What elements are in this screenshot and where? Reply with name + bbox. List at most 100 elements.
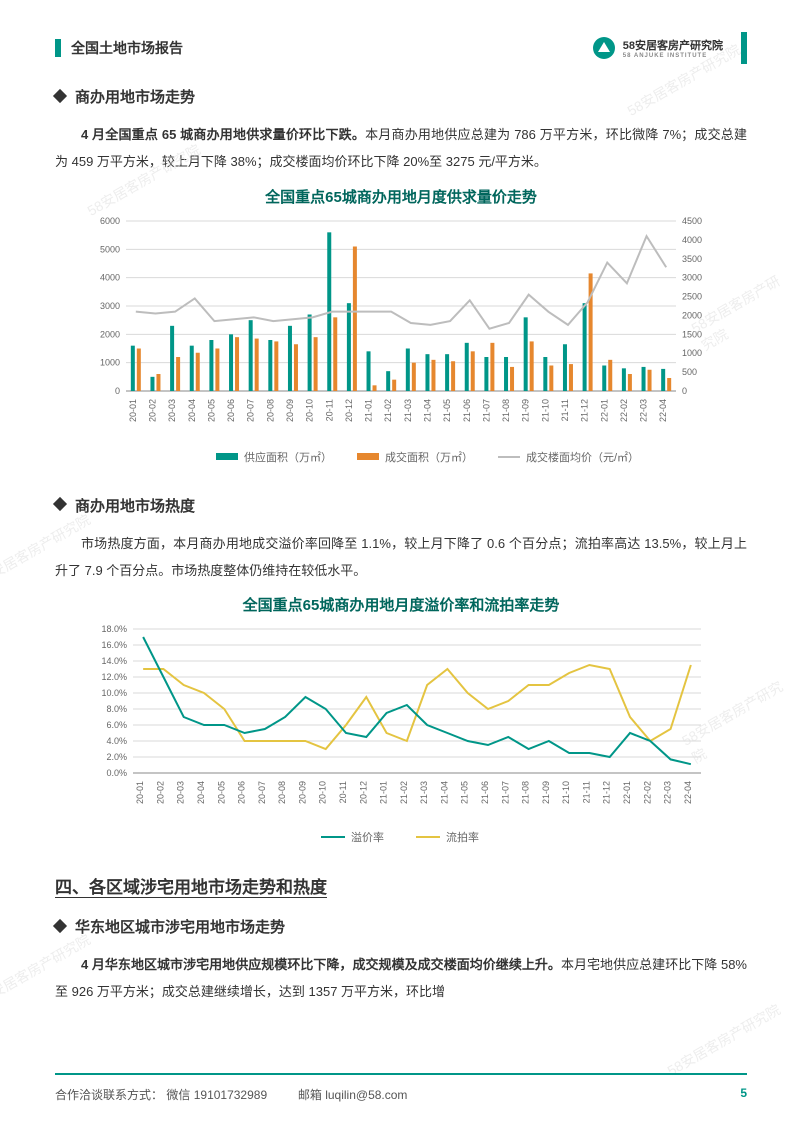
svg-text:20-10: 20-10 [305, 399, 315, 422]
section-title-4: 华东地区城市涉宅用地市场走势 [55, 916, 747, 937]
svg-text:21-04: 21-04 [439, 781, 449, 804]
svg-text:成交楼面均价（元/㎡）: 成交楼面均价（元/㎡） [526, 450, 639, 464]
svg-text:1000: 1000 [682, 348, 702, 358]
svg-text:20-05: 20-05 [206, 399, 216, 422]
svg-text:2000: 2000 [682, 310, 702, 320]
svg-text:21-01: 21-01 [364, 399, 374, 422]
svg-text:2000: 2000 [100, 329, 120, 339]
svg-text:20-02: 20-02 [147, 399, 157, 422]
logo-icon [593, 37, 615, 59]
svg-text:21-09: 21-09 [521, 399, 531, 422]
svg-text:21-07: 21-07 [500, 781, 510, 804]
svg-text:22-02: 22-02 [642, 781, 652, 804]
svg-text:1000: 1000 [100, 357, 120, 367]
svg-text:21-10: 21-10 [540, 399, 550, 422]
svg-text:2.0%: 2.0% [106, 752, 127, 762]
footer-email: luqilin@58.com [325, 1088, 407, 1102]
svg-text:21-10: 21-10 [561, 781, 571, 804]
svg-text:8.0%: 8.0% [106, 704, 127, 714]
svg-text:22-04: 22-04 [683, 781, 693, 804]
page-number: 5 [740, 1086, 747, 1103]
svg-text:20-12: 20-12 [358, 781, 368, 804]
svg-text:500: 500 [682, 367, 697, 377]
svg-text:3000: 3000 [100, 301, 120, 311]
svg-text:21-05: 21-05 [460, 781, 470, 804]
chart-1-svg: 0100020003000400050006000050010001500200… [81, 213, 721, 473]
svg-text:4.0%: 4.0% [106, 736, 127, 746]
section-title-1: 商办用地市场走势 [55, 86, 747, 107]
svg-text:20-11: 20-11 [324, 399, 334, 421]
svg-text:20-09: 20-09 [297, 781, 307, 804]
svg-text:20-06: 20-06 [226, 399, 236, 422]
svg-text:20-07: 20-07 [257, 781, 267, 804]
svg-text:21-07: 21-07 [481, 399, 491, 422]
svg-text:20-08: 20-08 [265, 399, 275, 422]
footer-contact-label: 合作洽谈联系方式： [55, 1088, 163, 1102]
header-right-bar [741, 32, 747, 64]
logo-text-wrap: 58安居客房产研究院 58 ANJUKE INSTITUTE [623, 37, 723, 59]
svg-text:成交面积（万㎡）: 成交面积（万㎡） [385, 450, 473, 464]
svg-text:20-07: 20-07 [246, 399, 256, 422]
svg-text:22-02: 22-02 [619, 399, 629, 422]
chart-2-container: 0.0% 2.0% 4.0% 6.0% 8.0% 10.0% 12.0% 14.0% 16.0%… [55, 621, 747, 851]
section-4-label: 华东地区城市涉宅用地市场走势 [75, 916, 285, 937]
svg-text:21-04: 21-04 [422, 399, 432, 422]
svg-text:6.0%: 6.0% [106, 720, 127, 730]
svg-text:3500: 3500 [682, 253, 702, 263]
svg-text:20-04: 20-04 [187, 399, 197, 422]
svg-text:21-06: 21-06 [480, 781, 490, 804]
svg-text:20-08: 20-08 [277, 781, 287, 804]
svg-text:21-11: 21-11 [581, 781, 591, 803]
svg-text:12.0%: 12.0% [101, 672, 127, 682]
svg-text:1500: 1500 [682, 329, 702, 339]
section-4-bold: 4 月华东地区城市涉宅用地供应规模环比下降，成交规模及成交楼面均价继续上升。 [81, 957, 561, 972]
section-1-bold: 4 月全国重点 65 城商办用地供求量价环比下跌。 [81, 127, 365, 142]
svg-text:22-03: 22-03 [639, 399, 649, 422]
chart-1-title: 全国重点65城商办用地月度供求量价走势 [55, 186, 747, 207]
footer-contact: 合作洽谈联系方式： 微信 19101732989 邮箱 luqilin@58.c… [55, 1086, 407, 1103]
svg-text:21-06: 21-06 [462, 399, 472, 422]
svg-text:14.0%: 14.0% [101, 656, 127, 666]
footer-wechat: 19101732989 [194, 1088, 267, 1102]
svg-text:10.0%: 10.0% [101, 688, 127, 698]
section-3-title: 四、各区域涉宅用地市场走势和热度 [55, 873, 747, 898]
diamond-bullet-icon [53, 919, 67, 933]
footer-divider [55, 1073, 747, 1075]
header-accent-bar [55, 39, 61, 57]
svg-text:21-02: 21-02 [383, 399, 393, 422]
svg-text:3000: 3000 [682, 272, 702, 282]
svg-text:5000: 5000 [100, 244, 120, 254]
svg-text:20-01: 20-01 [128, 399, 138, 422]
svg-text:20-09: 20-09 [285, 399, 295, 422]
svg-text:20-03: 20-03 [176, 781, 186, 804]
svg-text:21-12: 21-12 [602, 781, 612, 804]
svg-text:21-02: 21-02 [399, 781, 409, 804]
svg-text:20-05: 20-05 [216, 781, 226, 804]
footer-email-label: 邮箱 [298, 1088, 322, 1102]
svg-text:流拍率: 流拍率 [446, 830, 479, 844]
svg-text:21-08: 21-08 [521, 781, 531, 804]
svg-text:21-03: 21-03 [419, 781, 429, 804]
svg-text:20-03: 20-03 [167, 399, 177, 422]
footer-wechat-label: 微信 [166, 1088, 190, 1102]
svg-text:0: 0 [115, 386, 120, 396]
svg-text:18.0%: 18.0% [101, 624, 127, 634]
svg-text:6000: 6000 [100, 216, 120, 226]
svg-text:0: 0 [682, 386, 687, 396]
diamond-bullet-icon [53, 88, 67, 102]
svg-text:0.0%: 0.0% [106, 768, 127, 778]
header-title: 全国土地市场报告 [71, 38, 183, 58]
logo-sub-text: 58 ANJUKE INSTITUTE [623, 53, 723, 59]
svg-text:20-11: 20-11 [338, 781, 348, 803]
section-1-label: 商办用地市场走势 [75, 86, 195, 107]
svg-text:20-02: 20-02 [155, 781, 165, 804]
svg-text:溢价率: 溢价率 [351, 830, 384, 844]
svg-text:20-06: 20-06 [237, 781, 247, 804]
logo-main-text: 58安居客房产研究院 [623, 37, 723, 53]
svg-text:16.0%: 16.0% [101, 640, 127, 650]
section-4-body: 4 月华东地区城市涉宅用地供应规模环比下降，成交规模及成交楼面均价继续上升。本月… [55, 951, 747, 1006]
section-2-label: 商办用地市场热度 [75, 495, 195, 516]
svg-text:4500: 4500 [682, 216, 702, 226]
svg-text:供应面积（万㎡）: 供应面积（万㎡） [244, 450, 332, 464]
svg-text:21-01: 21-01 [379, 781, 389, 804]
